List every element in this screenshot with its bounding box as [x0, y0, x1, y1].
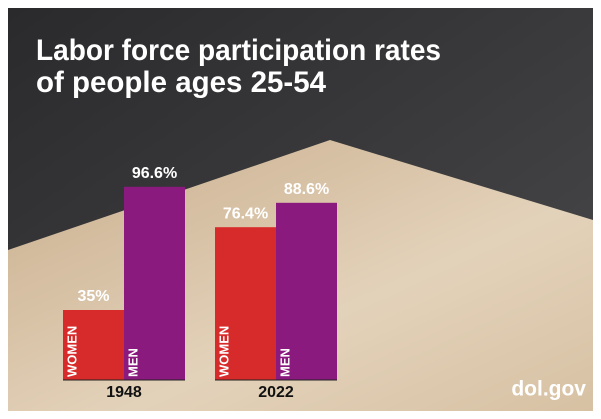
series-label: WOMEN [216, 326, 231, 377]
series-label: WOMEN [64, 326, 79, 377]
x-tick-label: 2022 [258, 384, 294, 401]
source: dol.gov [511, 378, 586, 401]
value-label: 96.6% [132, 165, 177, 182]
value-label: 76.4% [223, 205, 268, 222]
x-tick-label: 1948 [106, 384, 142, 401]
chart: Labor force participation rates of peopl… [0, 0, 601, 419]
value-label: 35% [77, 288, 109, 305]
chart-title: of people ages 25-54 [36, 66, 326, 99]
chart-title: Labor force participation rates [36, 34, 441, 67]
series-label: MEN [125, 348, 140, 377]
series-label: MEN [277, 348, 292, 377]
value-label: 88.6% [284, 181, 329, 198]
